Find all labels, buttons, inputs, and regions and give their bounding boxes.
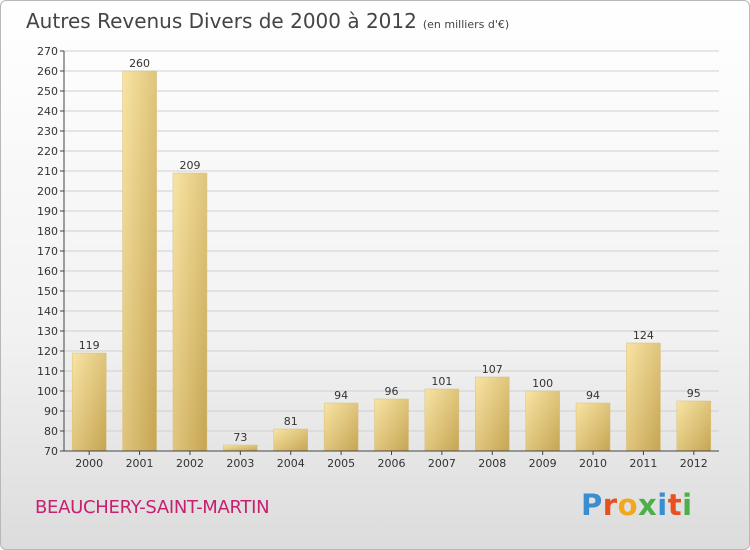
- y-tick-label: 90: [44, 405, 58, 418]
- x-tick-label: 2010: [579, 457, 607, 470]
- logo-letter: P: [581, 488, 603, 522]
- bar: [525, 390, 560, 452]
- chart-title: Autres Revenus Divers de 2000 à 2012 (en …: [26, 9, 509, 33]
- value-label: 101: [431, 375, 452, 388]
- y-tick-label: 230: [37, 125, 58, 138]
- logo-letter: r: [602, 488, 618, 522]
- logo-letter: o: [617, 488, 639, 522]
- x-tick-label: 2001: [126, 457, 154, 470]
- x-tick-label: 2012: [680, 457, 708, 470]
- y-tick-label: 150: [37, 285, 58, 298]
- x-tick-label: 2000: [75, 457, 103, 470]
- y-tick-label: 220: [37, 145, 58, 158]
- y-tick-label: 160: [37, 265, 58, 278]
- y-tick-label: 130: [37, 325, 58, 338]
- y-tick-label: 120: [37, 345, 58, 358]
- y-tick-label: 250: [37, 85, 58, 98]
- value-label: 100: [532, 377, 553, 390]
- value-label: 94: [334, 389, 348, 402]
- bar: [575, 402, 611, 452]
- value-label: 95: [687, 387, 701, 400]
- chart-title-main: Autres Revenus Divers de 2000 à 2012: [26, 9, 417, 33]
- y-tick-label: 140: [37, 305, 58, 318]
- bar: [323, 402, 359, 452]
- bar: [122, 70, 157, 452]
- proxiti-logo: Proxiti: [581, 488, 693, 522]
- value-label: 119: [79, 339, 100, 352]
- bar: [676, 400, 712, 452]
- logo-letter: i: [682, 488, 693, 522]
- value-label: 94: [586, 389, 600, 402]
- chart-title-unit: (en milliers d'€): [422, 18, 510, 31]
- logo-letter: x: [638, 488, 658, 522]
- bar: [223, 444, 258, 452]
- bar: [273, 428, 308, 452]
- bar: [374, 398, 409, 452]
- bar: [71, 352, 107, 452]
- bar: [475, 376, 510, 452]
- value-label: 73: [233, 431, 247, 444]
- x-tick-label: 2003: [226, 457, 254, 470]
- value-label: 107: [482, 363, 503, 376]
- axes: [60, 50, 719, 455]
- y-tick-label: 80: [44, 425, 58, 438]
- value-label: 96: [385, 385, 399, 398]
- value-label: 124: [633, 329, 654, 342]
- y-tick-label: 270: [37, 45, 58, 58]
- x-tick-label: 2006: [378, 457, 406, 470]
- labels: 7080901001101201301401501601701801902002…: [37, 45, 708, 470]
- bar: [424, 388, 460, 452]
- y-tick-label: 110: [37, 365, 58, 378]
- y-tick-label: 200: [37, 185, 58, 198]
- x-tick-label: 2002: [176, 457, 204, 470]
- bar: [626, 342, 661, 452]
- x-tick-label: 2007: [428, 457, 456, 470]
- x-tick-label: 2011: [629, 457, 657, 470]
- bar: [172, 172, 208, 452]
- x-tick-label: 2008: [478, 457, 506, 470]
- y-tick-label: 170: [37, 245, 58, 258]
- value-label: 81: [284, 415, 298, 428]
- y-tick-label: 70: [44, 445, 58, 458]
- y-tick-label: 180: [37, 225, 58, 238]
- value-label: 260: [129, 57, 150, 70]
- commune-name: BEAUCHERY-SAINT-MARTIN: [35, 497, 270, 518]
- y-tick-label: 100: [37, 385, 58, 398]
- x-tick-label: 2005: [327, 457, 355, 470]
- y-tick-label: 210: [37, 165, 58, 178]
- x-tick-label: 2009: [529, 457, 557, 470]
- logo-letter: i: [657, 488, 668, 522]
- logo-letter: t: [667, 488, 683, 522]
- x-tick-label: 2004: [277, 457, 305, 470]
- y-tick-label: 190: [37, 205, 58, 218]
- y-tick-label: 260: [37, 65, 58, 78]
- y-tick-label: 240: [37, 105, 58, 118]
- bars: [71, 70, 712, 452]
- value-label: 209: [179, 159, 200, 172]
